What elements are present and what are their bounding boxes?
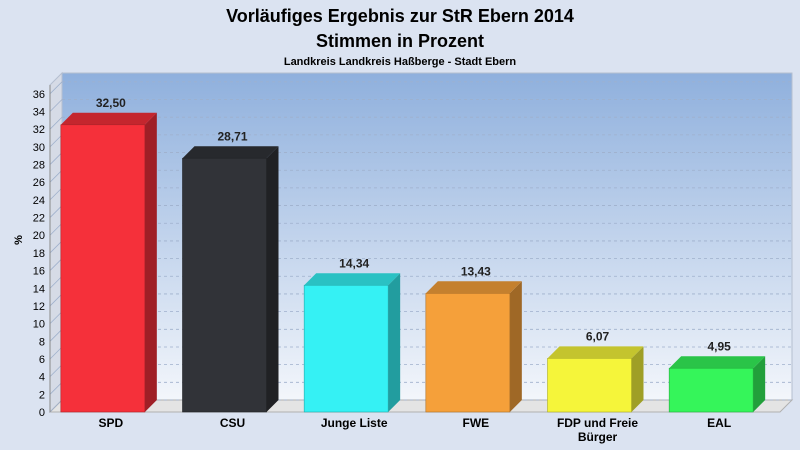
y-tick-label: 26 [33,177,45,189]
y-axis-label: % [13,235,25,245]
y-tick-label: 6 [39,354,45,366]
data-label: 32,50 [96,96,126,110]
grid-line-side [49,311,63,324]
data-label: 28,71 [217,129,247,143]
grid-line-side [49,346,63,360]
bar-side [631,346,644,412]
x-tick-label: FWE [462,416,489,430]
y-tick-label: 34 [33,107,45,119]
grid-line-side [49,399,63,413]
bar-side [266,146,279,412]
grid-line-side [49,116,63,130]
chart-title: Vorläufiges Ergebnis zur StR Ebern 2014 [226,6,574,26]
y-tick-label: 4 [39,372,45,384]
grid-line-side [49,205,63,218]
grid-line-side [49,293,63,307]
bar [547,358,632,413]
grid-line-side [49,364,63,377]
y-tick-label: 32 [33,124,45,136]
data-label: 13,43 [461,264,491,278]
chart-subtitle: Stimmen in Prozent [316,31,484,51]
grid-line-side [49,222,63,236]
grid-line-side [49,152,63,165]
grid-line-side [49,187,63,201]
y-tick-label: 30 [33,142,45,154]
grid-line-side [49,275,63,289]
x-tick-label: SPD [98,416,123,430]
y-tick-label: 10 [33,319,45,331]
bar-top [60,112,157,125]
y-tick-label: 8 [39,336,45,348]
bar-side [144,112,157,413]
bar-side [753,356,766,412]
bar-top [304,273,401,286]
y-tick-label: 18 [33,248,45,260]
bar-side [509,281,522,412]
x-tick-label: EAL [707,416,731,430]
x-tick-label: Junge Liste [321,416,388,430]
grid-line-side [49,258,63,271]
bar-side [388,273,401,412]
y-tick-label: 14 [33,283,45,295]
bar-top [425,281,522,294]
grid-line-side [49,99,63,112]
y-tick-label: 28 [33,160,45,172]
grid-line-side [49,169,63,183]
bar [60,124,146,413]
bar [303,284,389,413]
grid-line-side [49,240,63,254]
y-tick-label: 20 [33,230,45,242]
y-tick-label: 0 [39,407,45,419]
bar-top [182,146,279,159]
y-tick-label: 36 [33,89,45,101]
data-label: 6,07 [586,329,610,343]
y-tick-label: 16 [33,266,45,278]
grid-line-side [49,134,63,148]
data-label: 14,34 [339,256,369,270]
x-tick-label: CSU [220,416,245,430]
bar [182,157,267,413]
y-tick-label: 22 [33,213,45,225]
grid-line-side [49,81,63,95]
x-tick-label: FDP und Freie [557,416,638,430]
bar [668,367,754,413]
bar-top [547,346,644,359]
y-tick-label: 2 [39,389,45,401]
y-tick-label: 24 [33,195,45,207]
data-label: 4,95 [707,339,731,353]
grid-line-side [49,382,63,395]
bar [425,293,511,413]
bar-top [669,356,766,369]
y-tick-label: 12 [33,301,45,313]
grid-line-side [49,329,63,342]
chart-caption: Landkreis Landkreis Haßberge - Stadt Ebe… [284,56,517,68]
x-tick-label: Bürger [578,430,618,444]
